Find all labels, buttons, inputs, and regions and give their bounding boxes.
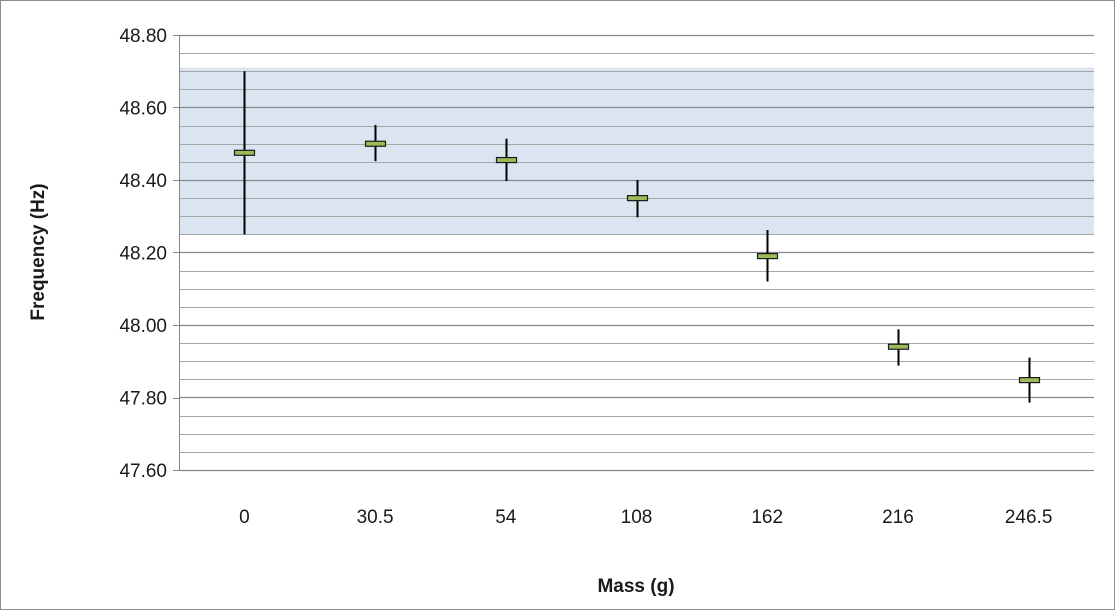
data-point-marker xyxy=(364,140,387,147)
y-tick-label: 48.80 xyxy=(119,26,167,47)
y-tick-label: 48.60 xyxy=(119,99,167,120)
y-tick-label: 47.80 xyxy=(119,389,167,410)
y-tick-label: 48.00 xyxy=(119,316,167,337)
y-axis-title: Frequency (Hz) xyxy=(28,183,49,320)
data-point-marker xyxy=(233,149,256,156)
x-tick-label: 216 xyxy=(882,507,914,528)
tick-label-layer: 47.60 47.80 48.00 48.20 48.40 48.60 48.80 0 30.5… xyxy=(119,26,1052,528)
data-point-marker xyxy=(626,195,649,202)
data-point-marker xyxy=(495,156,518,164)
x-tick-label: 108 xyxy=(621,507,653,528)
y-tick-label: 48.20 xyxy=(119,244,167,265)
data-point-marker xyxy=(887,343,910,350)
data-mark-layer xyxy=(233,71,1041,403)
axis-layer xyxy=(173,35,1094,472)
x-tick-label: 162 xyxy=(751,507,783,528)
x-tick-label: 0 xyxy=(239,507,250,528)
x-axis-title: Mass (g) xyxy=(597,576,674,597)
x-tick-label: 246.5 xyxy=(1005,507,1053,528)
x-tick-label: 30.5 xyxy=(357,507,394,528)
data-point-marker xyxy=(1018,377,1041,384)
data-point-marker xyxy=(756,253,779,260)
y-tick-label: 47.60 xyxy=(119,461,167,482)
y-tick-label: 48.40 xyxy=(119,171,167,192)
x-tick-label: 54 xyxy=(495,507,517,528)
